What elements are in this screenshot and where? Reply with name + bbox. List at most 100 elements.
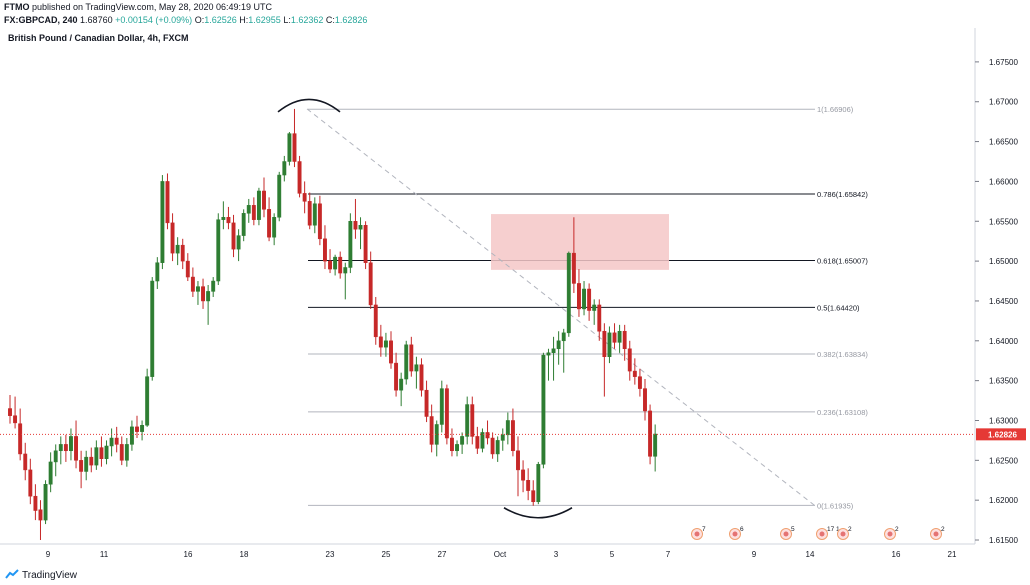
event-marker[interactable]: 2 [884, 526, 900, 540]
candle[interactable] [516, 436, 520, 497]
candle[interactable] [267, 197, 272, 242]
candle[interactable] [531, 480, 536, 506]
candle[interactable] [587, 283, 592, 321]
candle[interactable] [272, 213, 277, 246]
candle[interactable] [490, 432, 495, 459]
candle[interactable] [124, 438, 129, 467]
candle[interactable] [470, 396, 475, 445]
candle[interactable] [521, 460, 526, 493]
candle[interactable] [389, 331, 393, 369]
candle[interactable] [653, 424, 658, 472]
candle[interactable] [74, 420, 78, 469]
candle[interactable] [196, 281, 200, 305]
candle[interactable] [236, 229, 241, 262]
candle[interactable] [577, 269, 581, 317]
candle[interactable] [226, 206, 231, 230]
candle[interactable] [28, 458, 33, 505]
candle[interactable] [277, 171, 282, 222]
candle[interactable] [414, 356, 419, 389]
candle[interactable] [129, 420, 134, 451]
candle[interactable] [556, 331, 561, 365]
candle[interactable] [53, 444, 58, 477]
candle[interactable] [302, 181, 307, 214]
candle[interactable] [353, 198, 358, 239]
candle[interactable] [8, 394, 12, 424]
candle[interactable] [221, 201, 226, 230]
candle[interactable] [109, 428, 114, 457]
candle[interactable] [43, 480, 48, 525]
candle[interactable] [475, 426, 480, 454]
candle[interactable] [541, 352, 546, 469]
candle[interactable] [637, 368, 642, 397]
event-marker[interactable]: 7 [691, 526, 707, 540]
time-axis[interactable]: 9 11 16 18 23 25 27 Oct 3 5 7 9 14 16 21 [0, 543, 975, 559]
candle[interactable] [368, 251, 373, 309]
event-marker[interactable]: 5 [780, 526, 796, 540]
event-marker[interactable]: 2 [930, 526, 946, 540]
candle[interactable] [312, 197, 317, 234]
resistance-zone-group[interactable] [491, 214, 669, 270]
candle[interactable] [602, 323, 607, 397]
candle[interactable] [251, 197, 256, 226]
candle[interactable] [165, 173, 170, 230]
candle[interactable] [429, 404, 434, 453]
candle[interactable] [561, 328, 566, 373]
candle[interactable] [48, 452, 53, 493]
candle[interactable] [328, 249, 332, 274]
price-chart[interactable]: British Pound / Canadian Dollar, 4h, FXC… [0, 28, 1030, 565]
candle[interactable] [363, 221, 368, 270]
candle[interactable] [206, 285, 211, 325]
event-marker[interactable]: 17 1 [816, 526, 841, 540]
candle[interactable] [643, 379, 647, 421]
event-marker[interactable]: 2 [837, 526, 853, 540]
candle[interactable] [571, 217, 576, 293]
candle[interactable] [592, 299, 597, 325]
candle[interactable] [201, 278, 205, 309]
candle[interactable] [648, 404, 653, 465]
candle[interactable] [358, 217, 363, 250]
candle[interactable] [155, 257, 160, 289]
candle[interactable] [58, 436, 63, 465]
candle[interactable] [480, 428, 485, 453]
candle[interactable] [160, 175, 165, 270]
candle[interactable] [287, 132, 292, 166]
candle[interactable] [566, 251, 571, 337]
candle[interactable] [510, 408, 515, 457]
event-marker[interactable]: 6 [729, 526, 745, 540]
candle[interactable] [23, 442, 28, 481]
event-markers[interactable]: 7 6 5 17 1 2 2 2 [691, 526, 946, 540]
candle[interactable] [536, 461, 541, 505]
candle[interactable] [33, 484, 38, 521]
candle[interactable] [444, 384, 449, 445]
candle[interactable] [282, 155, 287, 182]
candles[interactable] [8, 108, 658, 541]
candle[interactable] [500, 428, 505, 451]
candle[interactable] [63, 434, 68, 462]
candle[interactable] [241, 209, 246, 242]
candle[interactable] [455, 440, 459, 457]
candle[interactable] [297, 155, 302, 198]
candle[interactable] [89, 447, 94, 473]
candle[interactable] [333, 254, 338, 276]
candle[interactable] [383, 332, 388, 357]
candle[interactable] [170, 213, 175, 262]
candle[interactable] [13, 396, 18, 429]
candle[interactable] [373, 296, 378, 345]
candle[interactable] [190, 267, 195, 297]
candle[interactable] [256, 187, 261, 226]
candle[interactable] [246, 198, 251, 223]
candle[interactable] [307, 192, 312, 230]
candle[interactable] [104, 440, 109, 465]
candle[interactable] [231, 214, 236, 258]
candle[interactable] [114, 426, 119, 453]
candle[interactable] [597, 299, 602, 341]
candle[interactable] [150, 277, 155, 381]
candle[interactable] [185, 253, 190, 282]
candle[interactable] [378, 324, 383, 357]
candle[interactable] [617, 324, 622, 353]
candle[interactable] [348, 213, 353, 274]
candle[interactable] [582, 281, 586, 316]
candle[interactable] [292, 108, 297, 168]
candle[interactable] [622, 324, 627, 361]
candle[interactable] [495, 436, 500, 462]
